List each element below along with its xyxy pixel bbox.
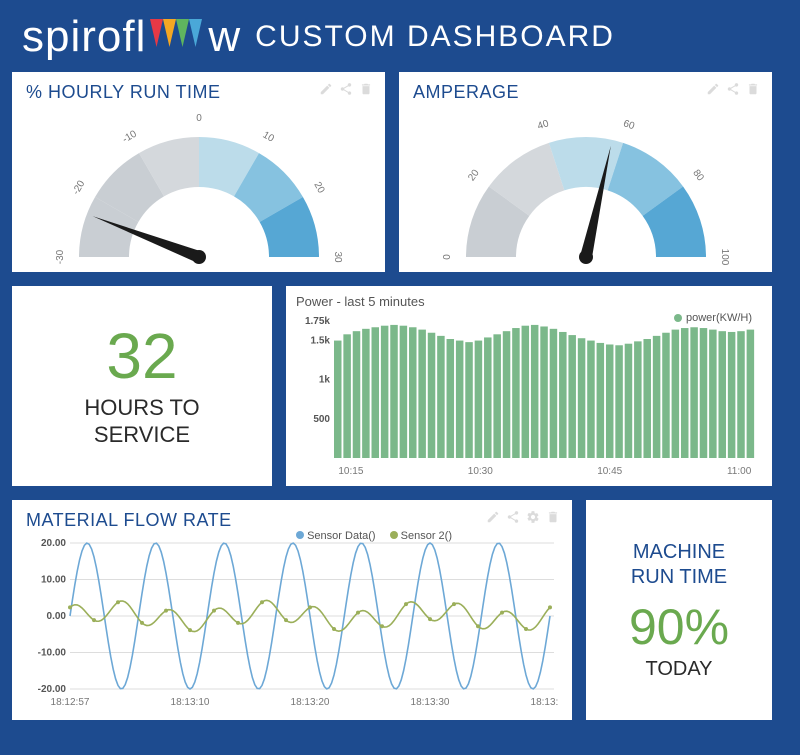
svg-text:18:13:10: 18:13:10 (171, 697, 210, 708)
runtime-percent: 90% (629, 598, 729, 656)
svg-text:60: 60 (621, 118, 635, 132)
service-hours-value: 32 (106, 324, 177, 388)
svg-text:30: 30 (332, 251, 343, 263)
svg-text:10:45: 10:45 (597, 466, 622, 477)
share-icon[interactable] (339, 82, 353, 96)
svg-text:10:30: 10:30 (468, 466, 493, 477)
svg-text:20.00: 20.00 (41, 539, 66, 549)
svg-text:10.00: 10.00 (41, 575, 66, 586)
service-label: HOURS TO SERVICE (84, 394, 199, 449)
gear-icon[interactable] (526, 510, 540, 524)
logo-part2: w (208, 12, 241, 62)
runtime-today: TODAY (645, 658, 712, 681)
svg-text:-30: -30 (55, 249, 66, 264)
svg-text:-20: -20 (70, 178, 87, 196)
svg-text:100: 100 (719, 249, 730, 266)
header: spirofl w CUSTOM DASHBOARD (12, 12, 788, 62)
flow-legend: Sensor Data() Sensor 2() (296, 530, 452, 542)
svg-text:20: 20 (466, 168, 482, 184)
svg-text:20: 20 (311, 180, 326, 196)
power-legend: power(KW/H) (674, 312, 752, 324)
flow-title: MATERIAL FLOW RATE (26, 510, 558, 531)
trash-icon[interactable] (746, 82, 760, 96)
power-title: Power - last 5 minutes (296, 294, 762, 309)
share-icon[interactable] (726, 82, 740, 96)
svg-text:40: 40 (536, 118, 550, 132)
svg-text:18:13:20: 18:13:20 (291, 697, 330, 708)
card-actions (706, 82, 760, 96)
svg-text:1.75k: 1.75k (305, 316, 330, 327)
share-icon[interactable] (506, 510, 520, 524)
logo-triangles (150, 17, 204, 58)
svg-text:1.5k: 1.5k (311, 336, 331, 347)
svg-text:-10: -10 (120, 128, 138, 145)
gauge-runtime-card: % HOURLY RUN TIME -30-20-100102030 (12, 72, 385, 272)
service-card: 32 HOURS TO SERVICE (12, 286, 272, 486)
runtime-card: MACHINE RUN TIME 90% TODAY (586, 500, 772, 720)
svg-text:10: 10 (260, 130, 276, 145)
svg-text:10:15: 10:15 (338, 466, 363, 477)
dashboard-title: CUSTOM DASHBOARD (255, 20, 615, 54)
svg-text:0: 0 (196, 113, 202, 124)
edit-icon[interactable] (319, 82, 333, 96)
edit-icon[interactable] (706, 82, 720, 96)
edit-icon[interactable] (486, 510, 500, 524)
svg-text:11:00: 11:00 (727, 466, 752, 477)
trash-icon[interactable] (546, 510, 560, 524)
svg-text:80: 80 (690, 168, 706, 184)
svg-text:0.00: 0.00 (47, 611, 67, 622)
power-card: Power - last 5 minutes power(KW/H) 1.75k… (286, 286, 772, 486)
svg-text:1k: 1k (319, 375, 331, 386)
svg-text:18:12:57: 18:12:57 (51, 697, 90, 708)
svg-text:-20.00: -20.00 (38, 684, 67, 695)
svg-text:18:13:30: 18:13:30 (411, 697, 450, 708)
logo-part1: spirofl (22, 12, 146, 62)
svg-text:500: 500 (313, 414, 330, 425)
svg-text:0: 0 (442, 254, 453, 260)
runtime-label: MACHINE RUN TIME (631, 540, 727, 590)
gauge-amperage-card: AMPERAGE 020406080100 (399, 72, 772, 272)
card-actions (486, 510, 560, 524)
svg-text:18:13:42: 18:13:42 (531, 697, 558, 708)
flow-card: MATERIAL FLOW RATE Sensor Data() Sensor … (12, 500, 572, 720)
svg-text:-10.00: -10.00 (38, 648, 67, 659)
trash-icon[interactable] (359, 82, 373, 96)
card-actions (319, 82, 373, 96)
